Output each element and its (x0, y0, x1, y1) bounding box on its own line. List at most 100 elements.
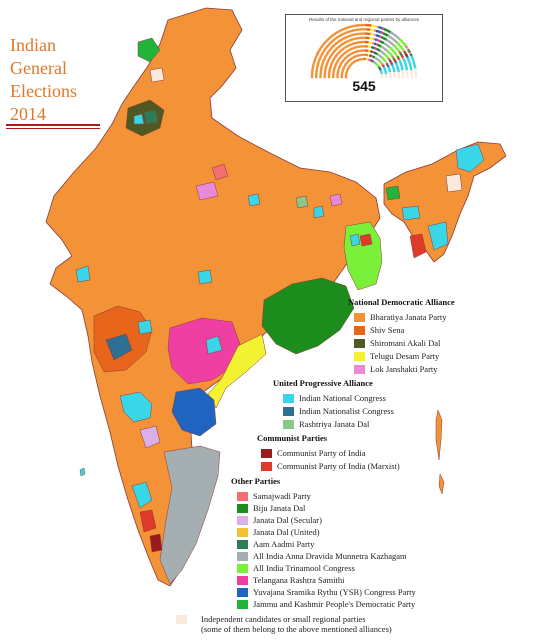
legend-item: All India Anna Dravida Munnetra Kazhagam (237, 551, 407, 561)
region-mp-inc (197, 269, 213, 285)
seat-dot (319, 75, 322, 79)
seat-dot (314, 73, 318, 77)
seat-dot (363, 44, 367, 48)
legend-label: Samajwadi Party (253, 491, 311, 501)
seat-dot (359, 53, 363, 57)
seat-dot (361, 53, 365, 57)
region-telangana-inc (205, 335, 223, 355)
seat-dot (319, 71, 322, 75)
region-meghalaya-inc (401, 205, 421, 221)
legend-heading-nda: National Democratic Alliance (348, 297, 455, 307)
legend-label: Shiromani Akali Dal (370, 338, 441, 348)
title-line: 2014 (10, 104, 46, 124)
legend-item: Rashtriya Janata Dal (283, 419, 369, 429)
region-odisha-bjd (261, 277, 355, 355)
legend-item: Indian National Congress (283, 393, 386, 403)
swatch-sad (354, 338, 365, 348)
swatch-aitc (237, 563, 248, 573)
region-kerala-inc (131, 481, 153, 509)
legend-item: Telugu Desam Party (354, 351, 439, 361)
seat-dot (414, 75, 418, 79)
legend-label: Biju Janata Dal (253, 503, 306, 513)
seat-dot (414, 73, 418, 77)
seat-dot (361, 57, 365, 61)
seat-dot (414, 70, 417, 73)
title-line: Elections (10, 81, 77, 101)
legend-label: Lok Janshakti Party (370, 364, 438, 374)
region-manipur-inc (427, 221, 449, 251)
seat-dot (397, 71, 401, 75)
seat-dot (358, 32, 362, 35)
legend-item: Indian Nationalist Congress (283, 406, 394, 416)
legend-label: Jammu and Kashmir People's Democratic Pa… (253, 599, 416, 609)
legend-item: Aam Aadmi Party (237, 539, 314, 549)
legend-label: All India Trinamool Congress (253, 563, 355, 573)
seat-dot (363, 36, 367, 40)
swatch-independent (176, 615, 187, 624)
seat-dot (314, 75, 318, 79)
legend-item: Biju Janata Dal (237, 503, 305, 513)
seat-dot (358, 49, 362, 53)
swatch-aap (237, 539, 248, 549)
seat-dot (364, 27, 368, 31)
region-wb-cpim (359, 233, 373, 247)
seat-dot (361, 23, 365, 27)
seat-dot (360, 32, 364, 35)
seat-dot (363, 57, 367, 61)
legend-label: Telugu Desam Party (370, 351, 440, 361)
seat-dot (401, 75, 405, 79)
swatch-sp (237, 491, 248, 501)
swatch-ysrcp (237, 587, 248, 597)
legend-item: Janata Dal (United) (237, 527, 320, 537)
seat-dot (310, 73, 314, 77)
region-tn-aiadmk (159, 445, 221, 585)
seat-dot (406, 75, 409, 79)
seat-dot (362, 40, 366, 44)
seat-dot (389, 75, 392, 79)
legend-label: Shiv Sena (370, 325, 405, 335)
seat-dot (359, 57, 363, 61)
seat-dot (359, 23, 363, 27)
total-seats-label: 545 (352, 78, 376, 94)
legend-heading-upa: United Progressive Alliance (273, 378, 373, 388)
seat-dot (310, 71, 314, 75)
region-karnataka-inc (119, 391, 153, 423)
seat-dot (389, 73, 392, 77)
legend-item: Jammu and Kashmir People's Democratic Pa… (237, 599, 415, 609)
seat-dot (410, 73, 414, 77)
seat-dot (361, 36, 365, 40)
swatch-rjd (283, 419, 294, 429)
seat-dot (365, 36, 369, 40)
swatch-jdu (237, 527, 248, 537)
legend-item-independent: Independent candidates or small regional… (176, 614, 392, 634)
seat-dot (365, 23, 369, 27)
seat-dot (406, 73, 409, 77)
legend-label: (some of them belong to the above mentio… (201, 624, 392, 634)
seat-dot (384, 75, 388, 79)
legend-label: Bharatiya Janata Party (370, 312, 447, 322)
legend-item: Janata Dal (Secular) (237, 515, 322, 525)
legend-label: Aam Aadmi Party (253, 539, 315, 549)
legend-item: Shiv Sena (354, 325, 404, 335)
lakshadweep (79, 467, 86, 477)
swatch-bjp (354, 312, 365, 322)
legend-item: Communist Party of India (261, 448, 366, 458)
region-kerala-cpi (149, 533, 163, 553)
legend-item: Telangana Rashtra Samithi (237, 575, 344, 585)
title-underline (6, 124, 100, 126)
legend-heading-other: Other Parties (231, 476, 281, 486)
legend-label: Independent candidates or small regional… (201, 614, 366, 624)
swatch-cpim (261, 461, 272, 471)
region-wb-inc (349, 233, 361, 247)
inset-caption: Results of the national and regional par… (308, 17, 420, 22)
seat-dot (414, 71, 418, 75)
legend-label: Communist Party of India (Marxist) (277, 461, 400, 471)
seat-dot (359, 36, 363, 40)
seat-dot (358, 40, 362, 44)
region-up-inc (247, 193, 261, 207)
seat-dot (393, 75, 397, 79)
legend-label: Communist Party of India (277, 448, 366, 458)
region-telangana-trs (167, 317, 241, 385)
legend-label: Indian National Congress (299, 393, 386, 403)
legend-label: Janata Dal (Secular) (253, 515, 322, 525)
